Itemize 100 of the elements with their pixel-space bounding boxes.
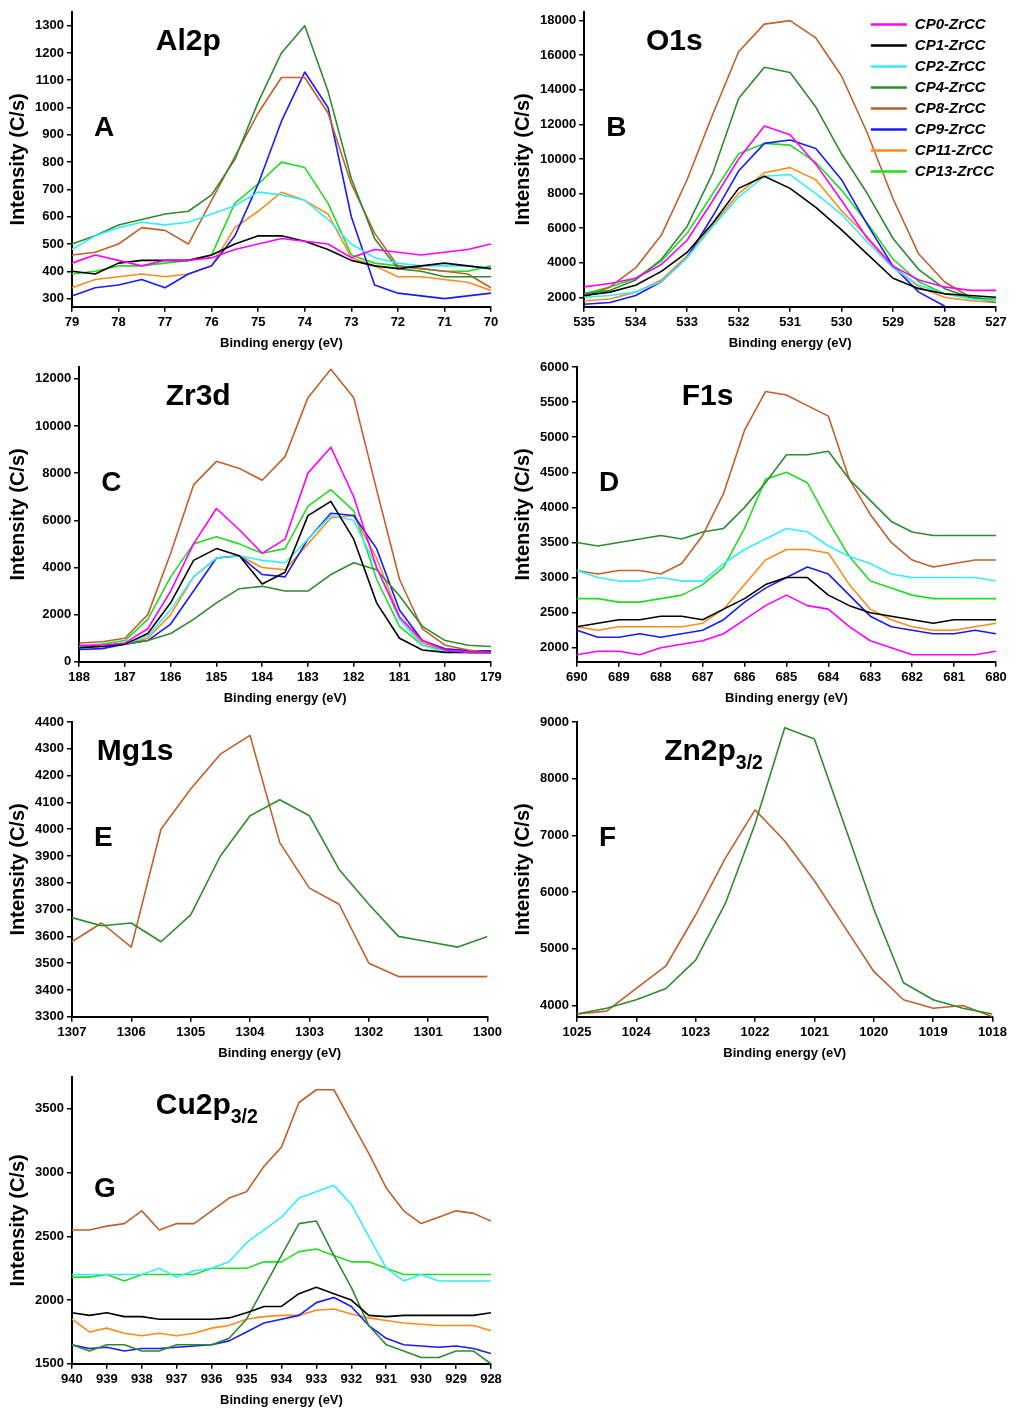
y-tick-label: 10000 [34, 417, 72, 433]
x-tick-label: 936 [200, 1371, 223, 1387]
y-tick-label: 2000 [42, 606, 72, 622]
x-tick-label: 78 [111, 314, 126, 330]
x-tick-label: 928 [480, 1371, 502, 1387]
y-tick-label: 4200 [35, 767, 64, 783]
x-tick-label: 1024 [621, 1024, 652, 1040]
y-tick-label: 3000 [540, 569, 569, 585]
x-tick-label: 1307 [57, 1024, 87, 1040]
y-tick-label: 6000 [540, 883, 569, 899]
y-tick-label: 2000 [35, 1291, 64, 1307]
y-axis-title: Intensity (C/s) [5, 448, 28, 581]
x-tick-label: 932 [340, 1371, 363, 1387]
x-tick-label: 1305 [176, 1024, 206, 1040]
x-tick-label: 684 [817, 669, 840, 685]
y-tick-label: 8000 [540, 770, 569, 786]
x-tick-label: 528 [933, 314, 956, 330]
x-tick-label: 939 [95, 1371, 118, 1387]
x-axis-title: Binding energy (eV) [220, 1391, 343, 1407]
x-tick-label: 1302 [354, 1024, 384, 1040]
y-tick-label: 3500 [540, 534, 569, 550]
y-tick-label: 18000 [539, 12, 577, 28]
x-tick-label: 529 [882, 314, 904, 330]
x-tick-label: 75 [250, 314, 266, 330]
y-tick-label: 2500 [540, 604, 569, 620]
y-tick-label: 3800 [35, 874, 64, 890]
x-tick-label: 186 [159, 669, 182, 685]
y-tick-label: 1500 [35, 1355, 64, 1371]
y-tick-label: 4000 [35, 820, 64, 836]
x-tick-label: 685 [775, 669, 798, 685]
x-tick-label: 938 [130, 1371, 153, 1387]
y-axis-title: Intensity (C/s) [5, 93, 28, 226]
x-tick-label: 535 [573, 314, 595, 330]
annotation: E [93, 820, 113, 852]
y-tick-label: 4500 [540, 463, 569, 479]
x-tick-label: 689 [607, 669, 630, 685]
y-tick-label: 1100 [35, 71, 64, 87]
y-tick-label: 600 [42, 208, 64, 224]
annotation: D [598, 465, 620, 497]
x-tick-label: 531 [779, 314, 801, 330]
y-tick-label: 3500 [35, 1100, 64, 1116]
x-tick-label: 76 [204, 314, 219, 330]
y-tick-label: 300 [42, 290, 64, 306]
x-axis-title: Binding energy (eV) [223, 689, 347, 705]
y-tick-label: 1200 [35, 44, 64, 60]
chart-title: Mg1s [96, 733, 174, 767]
x-tick-label: 1025 [562, 1024, 592, 1040]
y-tick-label: 10000 [539, 150, 577, 166]
x-tick-label: 181 [388, 669, 411, 685]
y-tick-label: 400 [42, 262, 64, 278]
legend-label: CP11-ZrCC [914, 140, 995, 158]
x-tick-label: 180 [434, 669, 457, 685]
x-tick-label: 688 [649, 669, 672, 685]
y-axis-title: Intensity (C/s) [510, 448, 533, 581]
legend-label: CP4-ZrCC [914, 77, 987, 95]
x-tick-label: 690 [566, 669, 588, 685]
x-tick-label: 530 [830, 314, 853, 330]
x-tick-label: 933 [305, 1371, 328, 1387]
legend-label: CP8-ZrCC [914, 98, 987, 116]
y-tick-label: 3600 [35, 927, 64, 943]
annotation: B [606, 110, 627, 142]
x-tick-label: 1300 [473, 1024, 502, 1040]
x-tick-label: 74 [297, 314, 313, 330]
x-tick-label: 940 [61, 1371, 83, 1387]
x-tick-label: 77 [157, 314, 173, 330]
y-tick-label: 6000 [547, 219, 577, 235]
x-tick-label: 184 [251, 669, 274, 685]
x-tick-label: 929 [445, 1371, 467, 1387]
y-tick-label: 900 [42, 126, 64, 142]
x-tick-label: 1301 [413, 1024, 443, 1040]
x-tick-label: 79 [64, 314, 80, 330]
y-tick-label: 4000 [540, 997, 569, 1013]
y-tick-label: 4400 [35, 713, 64, 729]
x-axis-title: Binding energy (eV) [218, 1044, 342, 1060]
y-axis-title: Intensity (C/s) [510, 803, 533, 936]
x-tick-label: 1021 [799, 1024, 829, 1040]
y-tick-label: 2000 [540, 639, 569, 655]
y-tick-label: 4100 [35, 793, 64, 809]
x-tick-label: 182 [342, 669, 365, 685]
x-tick-label: 185 [205, 669, 228, 685]
x-axis-title: Binding energy (eV) [725, 689, 848, 705]
y-tick-label: 12000 [34, 370, 72, 386]
y-tick-label: 4000 [547, 254, 577, 270]
y-tick-label: 3400 [35, 981, 64, 997]
y-tick-label: 500 [42, 235, 64, 251]
y-tick-label: 1300 [35, 17, 64, 33]
y-tick-label: 7000 [540, 826, 569, 842]
legend-label: CP9-ZrCC [914, 119, 987, 137]
y-tick-label: 6000 [540, 358, 569, 374]
y-tick-label: 5000 [540, 428, 569, 444]
chart-title: Zr3d [165, 378, 231, 412]
y-tick-label: 5500 [540, 393, 569, 409]
annotation: A [93, 110, 115, 142]
x-axis-title: Binding energy (eV) [220, 334, 343, 350]
x-tick-label: 1303 [294, 1024, 324, 1040]
y-tick-label: 5000 [540, 940, 569, 956]
x-tick-label: 687 [691, 669, 714, 685]
y-axis-title: Intensity (C/s) [5, 803, 28, 936]
x-tick-label: 1018 [978, 1024, 1007, 1040]
chart-title: Al2p [155, 23, 221, 57]
